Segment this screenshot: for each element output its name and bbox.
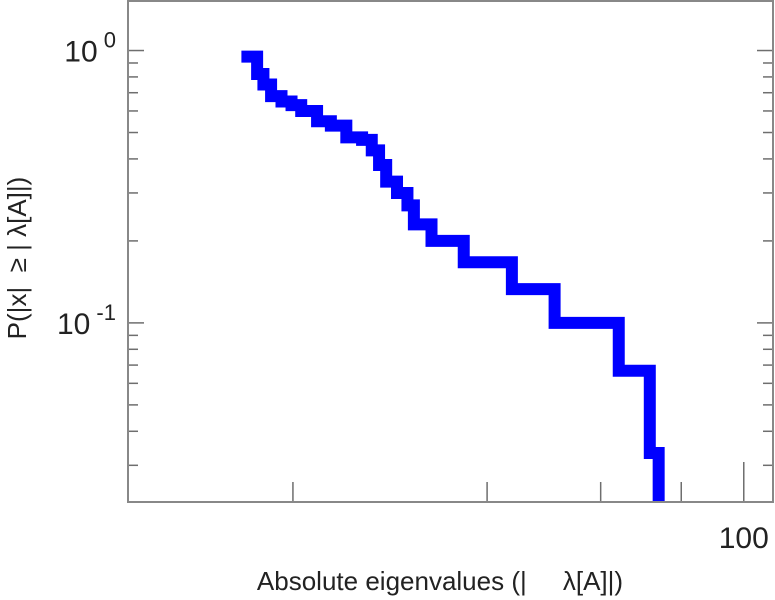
series-layer xyxy=(241,50,665,502)
y-tick-base: 10 xyxy=(64,36,97,69)
y-tick-exponent: -1 xyxy=(90,300,116,325)
axis-ticks xyxy=(128,49,773,502)
y-tick-base: 10 xyxy=(57,308,90,341)
y-tick-label: 10 -1 xyxy=(57,300,116,341)
y-tick-label: 10 0 xyxy=(64,28,116,69)
ccdf-stairs-line xyxy=(241,50,665,502)
x-tick-label: 100 xyxy=(719,522,769,555)
y-axis-label: P(|x| ≥ | λ[A]|) xyxy=(2,177,32,340)
y-tick-exponent: 0 xyxy=(98,28,116,53)
plot-area-frame xyxy=(127,0,774,503)
x-axis-label: Absolute eigenvalues (| λ[A]|) xyxy=(257,566,623,596)
